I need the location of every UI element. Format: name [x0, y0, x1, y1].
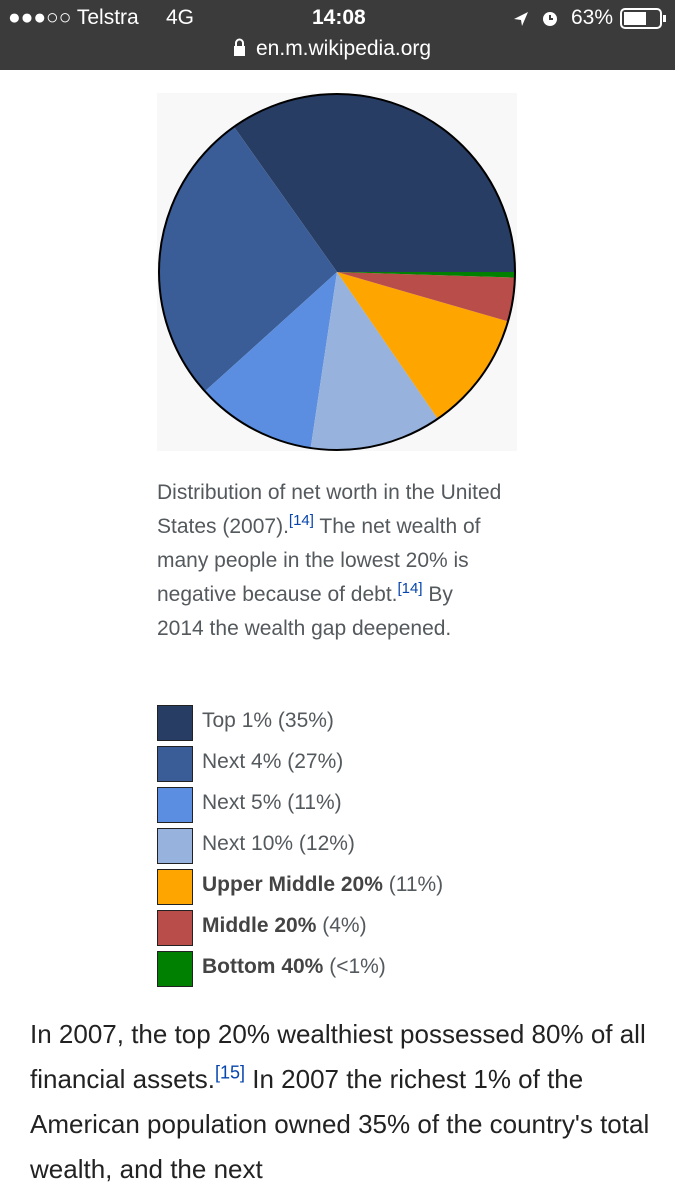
- time: 14:08: [312, 6, 366, 29]
- pie-slice: [337, 272, 515, 322]
- text: Distribution of net worth in the United …: [157, 481, 502, 538]
- pie-slice: [337, 272, 515, 278]
- legend-value: (<1%): [329, 955, 386, 978]
- battery-level: 63%: [571, 6, 614, 29]
- text: The net wealth of many people in the low…: [157, 515, 481, 606]
- url[interactable]: en.m.wikipedia.org: [256, 37, 432, 60]
- legend-swatch: [157, 828, 193, 864]
- pie-slice: [204, 272, 337, 449]
- legend-swatch: [157, 705, 193, 741]
- legend-swatch: [157, 951, 193, 987]
- paragraph: In 2007, the top 20% wealthiest possesse…: [30, 1012, 660, 1192]
- pie-slice: [337, 272, 509, 419]
- legend-label: Top 1%: [202, 709, 273, 732]
- legend-swatch: [157, 869, 193, 905]
- legend-label: Middle 20%: [202, 914, 317, 937]
- carrier: ●●●○○ Telstra: [8, 6, 139, 29]
- battery-icon: [620, 8, 666, 29]
- status-bar: ●●●○○ Telstra 4G 14:08 63% en.m.wikipedi…: [0, 0, 675, 70]
- legend-label: Next 4%: [202, 750, 282, 773]
- reference[interactable]: [14]: [288, 512, 314, 529]
- lock-icon: [234, 38, 245, 56]
- legend-label: Next 5%: [202, 791, 282, 814]
- legend-text: Top 1% (35%): [202, 709, 334, 733]
- legend-text: Bottom 40% (<1%): [202, 955, 386, 979]
- text: By 2014 the wealth gap deepened.: [157, 583, 453, 640]
- pie-outline: [158, 93, 516, 451]
- legend-swatch: [157, 910, 193, 946]
- network: 4G: [166, 6, 195, 29]
- reference[interactable]: [15]: [214, 1062, 246, 1083]
- caption: Distribution of net worth in the United …: [157, 476, 502, 646]
- chart-image: [157, 93, 517, 451]
- legend-value: (11%): [287, 791, 342, 814]
- legend-text: Next 5% (11%): [202, 791, 342, 815]
- status-icons: [514, 12, 557, 26]
- legend-text: Next 10% (12%): [202, 832, 355, 856]
- pie-slice: [310, 272, 438, 450]
- legend-value: (4%): [322, 914, 367, 937]
- text: In 2007, the top 20% wealthiest possesse…: [30, 1019, 646, 1094]
- legend-value: (11%): [388, 873, 444, 896]
- legend-label: Bottom 40%: [202, 955, 324, 978]
- legend-label: Upper Middle 20%: [202, 873, 383, 896]
- legend-value: (12%): [298, 832, 355, 855]
- legend-swatch: [157, 787, 193, 823]
- legend-label: Next 10%: [202, 832, 294, 855]
- legend-text: Middle 20% (4%): [202, 914, 367, 938]
- legend-value: (27%): [287, 750, 344, 773]
- legend-text: Next 4% (27%): [202, 750, 343, 774]
- text: In 2007 the richest 1% of the American p…: [30, 1064, 650, 1184]
- pie-slice: [159, 126, 337, 392]
- reference[interactable]: [14]: [397, 580, 423, 597]
- legend-value: (35%): [277, 709, 334, 732]
- legend-swatch: [157, 746, 193, 782]
- pie-chart: [158, 93, 516, 451]
- legend-text: Upper Middle 20% (11%): [202, 873, 443, 897]
- pie-slice: [233, 94, 515, 272]
